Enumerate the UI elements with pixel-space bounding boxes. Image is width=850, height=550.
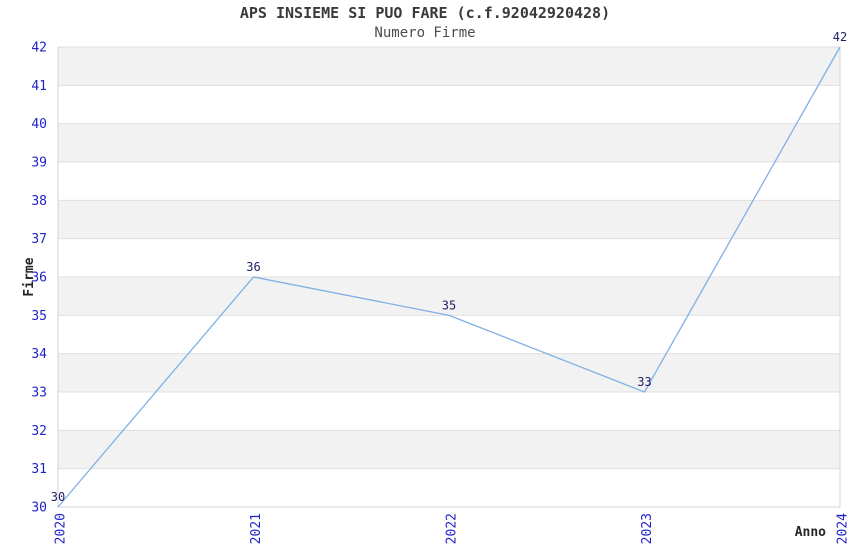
- trend-line: [57, 46, 841, 508]
- grid-band: [58, 277, 840, 316]
- grid-band: [58, 47, 840, 86]
- chart-subtitle: Numero Firme: [374, 25, 476, 41]
- x-tick-label: 2023: [640, 513, 655, 544]
- grid-band: [58, 430, 840, 469]
- x-tick-label: 2024: [836, 513, 850, 544]
- y-tick-label: 35: [31, 309, 47, 324]
- grid-band: [58, 123, 840, 162]
- data-point-label: 35: [442, 298, 456, 312]
- data-point-label: 33: [637, 375, 651, 389]
- x-tick-label: 2021: [249, 513, 264, 544]
- y-tick-label: 31: [31, 462, 47, 477]
- y-tick-label: 33: [31, 386, 47, 401]
- y-tick-label: 30: [31, 501, 47, 516]
- x-tick-label: 2020: [54, 513, 69, 544]
- y-tick-label: 36: [31, 271, 47, 286]
- y-tick-label: 40: [31, 117, 47, 132]
- y-tick-label: 32: [31, 424, 47, 439]
- grid-band: [58, 353, 840, 392]
- grid-band: [58, 200, 840, 239]
- data-point-label: 30: [51, 490, 65, 504]
- y-tick-label: 34: [31, 347, 47, 362]
- y-tick-label: 42: [31, 41, 47, 56]
- chart-title: APS INSIEME SI PUO FARE (c.f.92042920428…: [239, 4, 611, 22]
- x-axis-label: Anno: [795, 525, 826, 540]
- y-tick-label: 39: [31, 156, 47, 171]
- y-tick-label: 41: [31, 79, 47, 94]
- y-tick-label: 38: [31, 194, 47, 209]
- data-point-label: 42: [833, 30, 847, 44]
- y-tick-label: 37: [31, 232, 47, 247]
- y-axis-label: Firme: [22, 257, 37, 296]
- data-point-label: 36: [246, 260, 260, 274]
- x-tick-label: 2022: [445, 513, 460, 544]
